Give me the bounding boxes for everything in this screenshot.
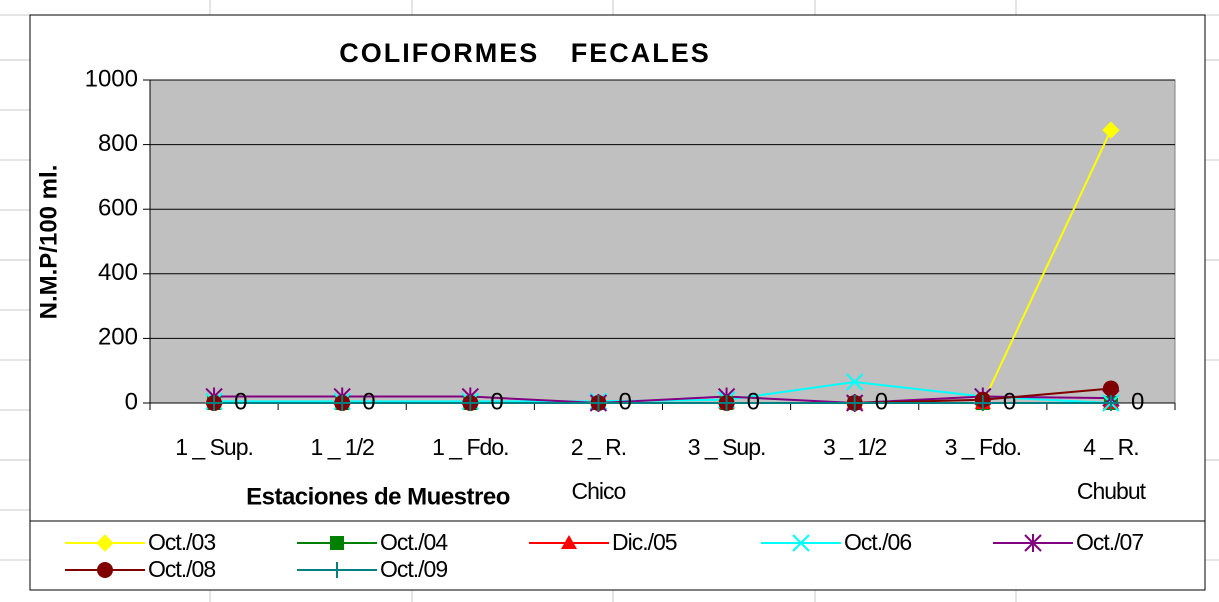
marker-shape bbox=[462, 395, 479, 411]
legend-item: Oct./06 bbox=[761, 529, 912, 555]
x-tick-label-box: 1 _ Fdo. bbox=[432, 434, 509, 460]
y-axis-label: N.M.P/100 ml. bbox=[35, 165, 62, 320]
marker-shape bbox=[590, 395, 607, 411]
x-tick-label: 4 _ R. Chubut bbox=[1076, 434, 1146, 504]
marker bbox=[334, 395, 351, 411]
data-label: 0 bbox=[1131, 388, 1144, 415]
legend-label: Oct./03 bbox=[148, 529, 215, 555]
marker bbox=[462, 395, 479, 411]
legend-item: Oct./03 bbox=[65, 529, 216, 555]
data-label: 0 bbox=[490, 388, 503, 415]
data-label: 0 bbox=[362, 388, 375, 415]
data-label: 0 bbox=[875, 388, 888, 415]
marker-shape bbox=[792, 534, 810, 552]
legend-marker bbox=[96, 534, 114, 552]
marker bbox=[846, 395, 863, 411]
data-label: 0 bbox=[747, 388, 760, 415]
marker bbox=[590, 395, 607, 411]
marker-shape bbox=[846, 395, 863, 411]
data-label: 0 bbox=[234, 388, 247, 415]
marker-shape bbox=[329, 562, 345, 578]
marker-shape bbox=[845, 373, 864, 391]
marker-shape bbox=[334, 395, 351, 411]
legend-marker bbox=[792, 534, 810, 552]
marker bbox=[974, 395, 991, 411]
data-label: 0 bbox=[618, 388, 631, 415]
marker-shape bbox=[1102, 380, 1119, 397]
x-tick-label-box: 3 _ Sup. bbox=[687, 434, 767, 460]
marker-shape bbox=[96, 534, 114, 552]
legend-label: Oct./07 bbox=[1076, 529, 1143, 555]
legend-marker bbox=[329, 562, 345, 578]
x-tick-label-box: 3 _ 1/2 bbox=[823, 434, 887, 460]
legend-marker bbox=[1024, 534, 1042, 552]
y-tick-label: 600 bbox=[98, 195, 138, 222]
x-tick-label-box: 4 _ R. Chubut bbox=[1076, 434, 1146, 504]
legend-label: Oct./09 bbox=[380, 556, 447, 582]
legend-item: Dic./05 bbox=[529, 529, 678, 555]
legend-label: Oct./06 bbox=[844, 529, 911, 555]
legend-item: Oct./07 bbox=[993, 529, 1144, 555]
legend-item: Oct./04 bbox=[297, 529, 449, 555]
x-tick-label: 2 _ R. Chico bbox=[570, 434, 627, 504]
marker bbox=[718, 395, 735, 411]
marker-shape bbox=[718, 395, 735, 411]
y-tick-label: 200 bbox=[98, 324, 138, 351]
marker bbox=[1102, 395, 1119, 411]
legend-label: Dic./05 bbox=[612, 529, 677, 555]
marker-shape bbox=[206, 395, 223, 411]
y-tick-label: 800 bbox=[98, 130, 138, 157]
marker-shape bbox=[330, 536, 344, 550]
x-tick-label: 3 _ Fdo. bbox=[944, 434, 1022, 460]
x-tick-label: 3 _ Sup. bbox=[687, 434, 767, 460]
y-tick-label: 0 bbox=[125, 388, 138, 415]
x-tick-label: 3 _ 1/2 bbox=[823, 434, 887, 460]
legend-marker bbox=[330, 536, 344, 550]
marker-shape bbox=[97, 562, 113, 578]
legend-marker bbox=[97, 562, 113, 578]
marker-shape bbox=[1024, 534, 1042, 552]
legend-item: Oct./08 bbox=[65, 556, 216, 582]
marker bbox=[845, 373, 864, 391]
marker bbox=[1102, 121, 1120, 139]
plot-area bbox=[149, 79, 1176, 404]
legend-marker bbox=[561, 535, 577, 549]
marker-shape bbox=[1102, 121, 1120, 139]
x-tick-label-box: 3 _ Fdo. bbox=[944, 434, 1022, 460]
data-label: 0 bbox=[1003, 388, 1016, 415]
series-line bbox=[214, 395, 1111, 405]
legend-label: Oct./08 bbox=[148, 556, 215, 582]
y-tick-label: 1000 bbox=[85, 65, 138, 92]
x-tick-label: 1 _ Fdo. bbox=[432, 434, 509, 460]
x-tick-label: 1 _ 1/2 bbox=[310, 434, 375, 460]
y-tick-label: 400 bbox=[98, 259, 138, 286]
marker-shape bbox=[561, 535, 577, 549]
legend-item: Oct./09 bbox=[297, 556, 448, 582]
marker-shape bbox=[1102, 395, 1119, 411]
marker bbox=[1102, 380, 1119, 397]
x-tick-label-box: 2 _ R. Chico bbox=[570, 434, 627, 504]
legend-label: Oct./04 bbox=[380, 529, 448, 555]
x-tick-label-box: 1 _ 1/2 bbox=[310, 434, 375, 460]
marker-shape bbox=[974, 395, 991, 411]
x-tick-label: 1 _ Sup. bbox=[175, 434, 254, 460]
chart-title: COLIFORMES FECALES bbox=[339, 38, 711, 68]
x-axis-label: Estaciones de Muestreo bbox=[246, 483, 510, 510]
x-tick-label-box: 1 _ Sup. bbox=[175, 434, 254, 460]
marker bbox=[206, 395, 223, 411]
